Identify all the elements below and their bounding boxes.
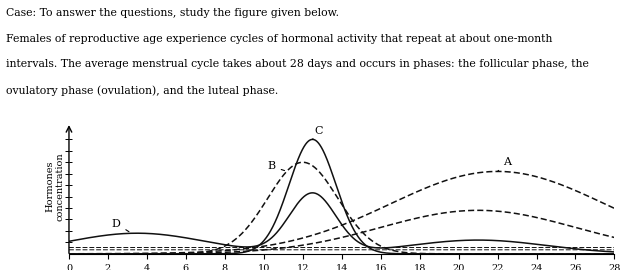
- Text: A: A: [498, 157, 512, 171]
- Text: Females of reproductive age experience cycles of hormonal activity that repeat a: Females of reproductive age experience c…: [6, 34, 552, 44]
- Text: C: C: [312, 126, 323, 139]
- Text: D: D: [112, 219, 129, 232]
- Text: ovulatory phase (ovulation), and the luteal phase.: ovulatory phase (ovulation), and the lut…: [6, 85, 278, 96]
- Y-axis label: Hormones
concentration: Hormones concentration: [45, 152, 65, 221]
- Text: B: B: [268, 161, 285, 171]
- Text: Case: To answer the questions, study the figure given below.: Case: To answer the questions, study the…: [6, 8, 339, 18]
- Text: intervals. The average menstrual cycle takes about 28 days and occurs in phases:: intervals. The average menstrual cycle t…: [6, 59, 589, 69]
